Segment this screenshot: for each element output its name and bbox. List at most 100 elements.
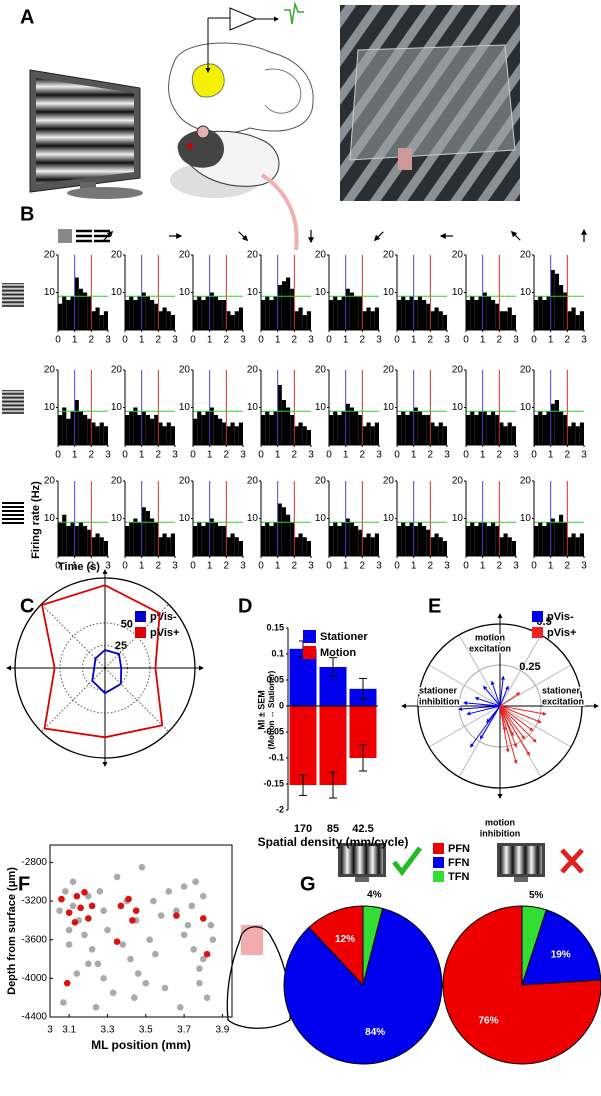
histogram-bar bbox=[70, 296, 75, 330]
histogram-bar bbox=[559, 285, 564, 330]
histogram-bar bbox=[87, 296, 92, 330]
histogram-bar bbox=[306, 541, 311, 556]
y-tick-label: 20 bbox=[44, 476, 56, 487]
histogram-bar bbox=[83, 526, 88, 556]
x-tick-label: 3 bbox=[172, 561, 178, 572]
histogram-bar bbox=[417, 411, 422, 445]
y-tick-label: 20 bbox=[315, 250, 327, 261]
vector bbox=[499, 705, 542, 724]
histogram-bar bbox=[362, 426, 367, 445]
legend-label: pVis- bbox=[150, 611, 177, 623]
histogram-bar bbox=[333, 522, 338, 556]
histogram-bar bbox=[482, 411, 487, 445]
histogram-bar bbox=[281, 400, 286, 445]
histogram-bar bbox=[554, 400, 559, 445]
histogram-bar bbox=[341, 522, 346, 556]
histogram-bar bbox=[341, 296, 346, 330]
histogram-bar bbox=[133, 300, 138, 330]
point bbox=[58, 895, 65, 903]
x-tick-label: 3 bbox=[240, 561, 246, 572]
x-tick-label: 0 bbox=[394, 450, 400, 461]
histogram-bar bbox=[470, 296, 475, 330]
histogram-bar bbox=[218, 300, 223, 330]
histogram-bar bbox=[62, 514, 67, 556]
histogram-bar bbox=[154, 522, 159, 556]
histogram-bar bbox=[166, 537, 171, 556]
x-tick-label: 3 bbox=[376, 450, 382, 461]
histogram-bar bbox=[95, 533, 100, 556]
point bbox=[117, 902, 125, 910]
x-tick-label: 1 bbox=[480, 561, 486, 572]
x-tick-label: 1 bbox=[343, 335, 349, 346]
x-tick-label: 2 bbox=[565, 335, 571, 346]
x-tick-label: 2 bbox=[360, 335, 366, 346]
y-tick-label: 20 bbox=[247, 476, 259, 487]
histogram-bar bbox=[434, 307, 439, 330]
x-tick-label: 1 bbox=[72, 450, 78, 461]
histogram-bar bbox=[277, 385, 282, 445]
histogram-bar bbox=[145, 511, 150, 556]
x-tick-label: 0 bbox=[531, 450, 537, 461]
histogram-bar bbox=[478, 522, 483, 556]
x-tick-label: 0 bbox=[258, 561, 264, 572]
point bbox=[69, 878, 77, 886]
histogram-bar bbox=[511, 541, 516, 556]
tuning-curve bbox=[91, 648, 123, 695]
histogram-bar bbox=[358, 529, 363, 556]
x-tick-label: 2 bbox=[565, 450, 571, 461]
histogram-bar bbox=[209, 292, 214, 330]
x-tick-label: 1 bbox=[275, 335, 281, 346]
histogram-bar bbox=[238, 422, 243, 445]
x-tick-label: 0 bbox=[463, 450, 469, 461]
legend-swatch bbox=[135, 627, 146, 638]
histogram-bar bbox=[401, 522, 406, 556]
point bbox=[88, 946, 96, 953]
histogram-bar bbox=[222, 300, 227, 330]
x-tick-label: 1 bbox=[343, 450, 349, 461]
x-tick-label: 3.3 bbox=[101, 1025, 115, 1036]
polar-spoke bbox=[104, 604, 169, 669]
x-tick-label: 1 bbox=[207, 335, 213, 346]
y-tick-label: 20 bbox=[520, 365, 532, 376]
axis-label: inhibition bbox=[480, 828, 521, 838]
histogram-bar bbox=[401, 411, 406, 445]
point bbox=[152, 950, 159, 958]
histogram-bar bbox=[554, 522, 559, 556]
x-tick-label: 0 bbox=[190, 561, 196, 572]
point bbox=[146, 936, 153, 943]
x-tick-label: 3 bbox=[581, 561, 587, 572]
histogram-bar bbox=[205, 522, 210, 556]
x-tick-label: 0 bbox=[258, 335, 264, 346]
histogram-bar bbox=[559, 411, 564, 445]
histogram-bar bbox=[534, 300, 539, 330]
histogram-bar bbox=[405, 415, 410, 445]
point bbox=[60, 999, 67, 1006]
histogram-bar bbox=[470, 411, 475, 445]
histogram-bar bbox=[499, 537, 504, 556]
x-tick-label: 3.5 bbox=[139, 1025, 153, 1036]
histogram-bar bbox=[422, 415, 427, 445]
histogram-bar bbox=[413, 300, 418, 330]
legend-label: TFN bbox=[448, 871, 469, 883]
histogram-bar bbox=[438, 422, 443, 445]
histogram-bar bbox=[277, 285, 282, 330]
histogram-bar bbox=[474, 526, 479, 556]
point bbox=[209, 936, 217, 943]
x-tick-label: 0 bbox=[326, 450, 332, 461]
point bbox=[96, 888, 104, 895]
histogram-bar bbox=[95, 307, 100, 330]
histogram-bar bbox=[470, 522, 475, 556]
histogram-bar bbox=[66, 300, 71, 330]
vector bbox=[499, 705, 526, 740]
y-tick-label: 10 bbox=[247, 402, 259, 413]
polar-spoke bbox=[104, 667, 169, 732]
histogram-bar bbox=[358, 415, 363, 445]
histogram-bar bbox=[397, 300, 402, 330]
histogram-bar bbox=[511, 315, 516, 330]
y-tick-label: 10 bbox=[247, 287, 259, 298]
histogram-bar bbox=[417, 522, 422, 556]
x-tick-label: 1 bbox=[548, 450, 554, 461]
bar bbox=[289, 706, 317, 786]
point bbox=[56, 907, 63, 915]
